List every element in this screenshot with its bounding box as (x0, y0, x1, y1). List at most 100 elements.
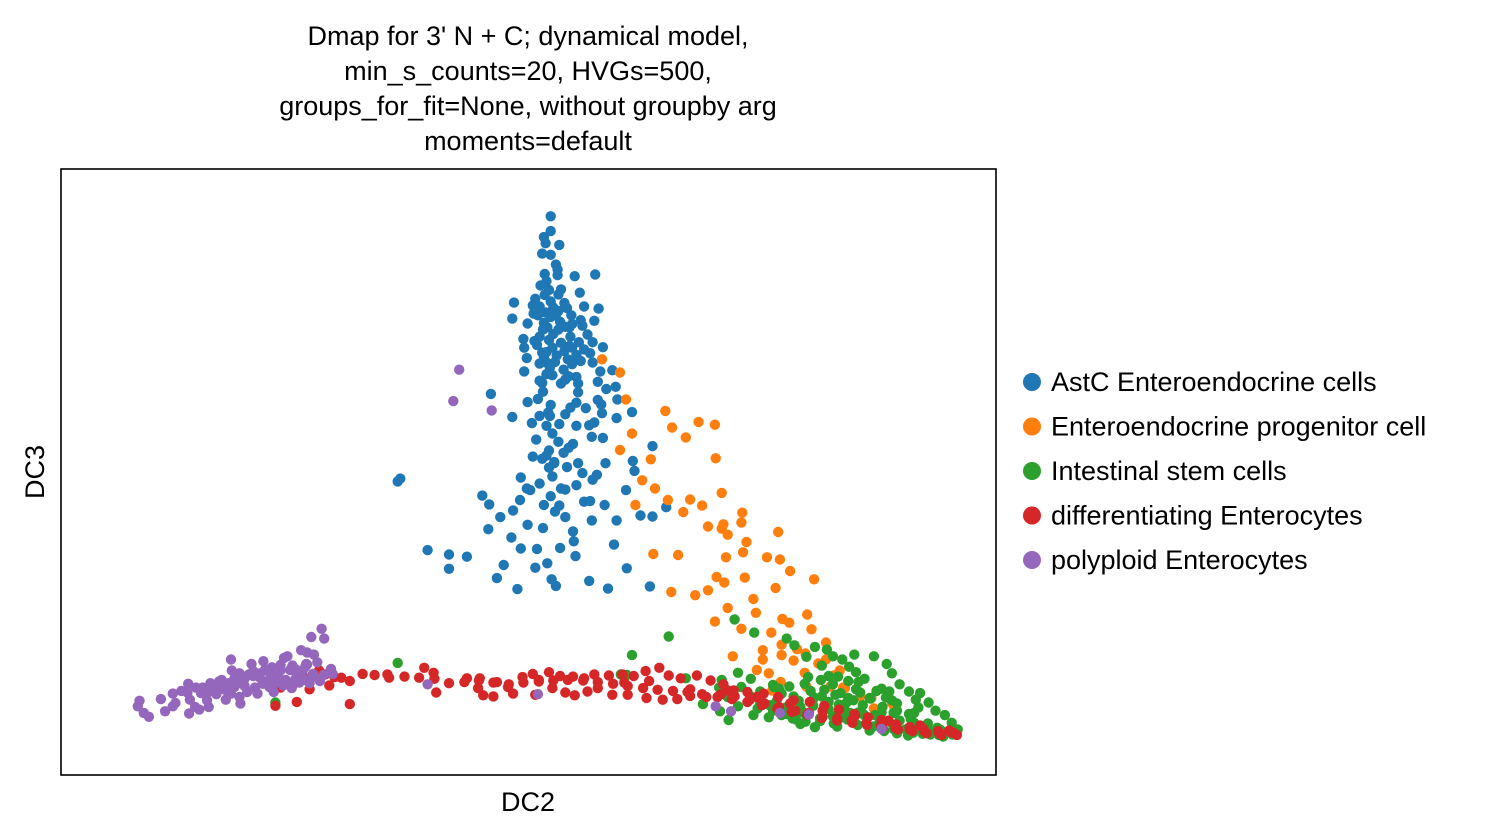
data-point (532, 393, 544, 405)
data-point (319, 633, 330, 644)
data-point (549, 458, 560, 469)
data-point (569, 271, 580, 282)
data-point (531, 434, 542, 445)
data-point (678, 506, 689, 518)
data-point (491, 572, 503, 584)
data-point (554, 418, 565, 430)
data-point (751, 664, 762, 676)
legend-marker (1023, 551, 1041, 569)
data-point (737, 507, 748, 518)
data-point (527, 300, 538, 311)
data-point (652, 684, 663, 695)
data-point (749, 627, 760, 638)
data-point (803, 709, 815, 720)
data-point (784, 565, 796, 577)
data-point (498, 559, 509, 571)
data-point (473, 675, 485, 686)
data-point (666, 586, 677, 598)
data-point (611, 515, 622, 526)
data-point (591, 469, 603, 480)
data-point (637, 475, 648, 486)
data-point (643, 675, 655, 687)
data-point (680, 432, 691, 443)
data-point (729, 691, 740, 702)
data-point (592, 682, 603, 694)
data-point (529, 335, 540, 347)
data-point (816, 660, 827, 671)
data-point (620, 394, 632, 405)
data-point (832, 713, 843, 724)
data-point (159, 706, 171, 717)
data-point (660, 405, 671, 417)
x-axis-label: DC2 (501, 787, 555, 817)
data-point (584, 575, 595, 587)
data-point (637, 682, 649, 694)
data-point (672, 549, 684, 561)
data-point (560, 409, 571, 420)
points-layer (132, 211, 963, 742)
data-point (518, 677, 529, 688)
data-point (596, 408, 608, 419)
data-point (507, 688, 519, 699)
data-point (484, 499, 495, 510)
data-point (890, 722, 901, 733)
data-point (239, 680, 250, 692)
data-point (537, 386, 549, 397)
data-point (806, 624, 817, 635)
data-point (526, 417, 538, 429)
data-point (472, 682, 484, 694)
data-point (619, 677, 630, 688)
data-point (486, 405, 497, 416)
data-point (595, 366, 606, 377)
data-point (799, 678, 810, 689)
data-point (773, 691, 784, 703)
data-point (534, 358, 545, 369)
data-point (235, 698, 246, 709)
data-point (592, 376, 603, 387)
title-line-2: min_s_counts=20, HVGs=500, (344, 56, 712, 86)
data-point (392, 476, 403, 487)
data-point (577, 467, 588, 479)
legend-marker (1023, 462, 1041, 480)
data-point (904, 724, 915, 735)
data-point (554, 542, 566, 554)
data-point (763, 668, 774, 679)
data-point (555, 337, 567, 348)
data-point (155, 693, 167, 705)
data-point (774, 554, 786, 565)
data-point (590, 269, 601, 280)
data-point (550, 310, 562, 321)
data-point (827, 651, 839, 662)
data-point (495, 511, 506, 523)
data-point (913, 702, 924, 713)
data-point (622, 689, 633, 700)
data-point (663, 670, 674, 681)
legend-marker (1023, 506, 1041, 525)
data-point (537, 324, 549, 335)
data-point (763, 712, 774, 723)
data-point (891, 698, 903, 709)
data-point (578, 675, 589, 686)
data-point (512, 583, 523, 595)
data-point (318, 669, 329, 681)
data-point (725, 706, 737, 717)
data-point (716, 487, 727, 499)
data-point (944, 725, 955, 736)
data-point (574, 287, 585, 298)
data-point (868, 651, 880, 662)
data-point (880, 692, 892, 703)
data-point (568, 536, 579, 547)
data-point (933, 728, 945, 739)
data-point (507, 313, 518, 324)
data-point (522, 519, 533, 530)
data-point (170, 697, 181, 709)
data-point (566, 310, 577, 321)
data-point (601, 383, 612, 395)
data-point (864, 692, 875, 704)
data-point (550, 580, 562, 592)
data-point (767, 679, 779, 691)
data-point (508, 297, 520, 308)
data-point (571, 480, 582, 491)
data-point (443, 678, 455, 689)
